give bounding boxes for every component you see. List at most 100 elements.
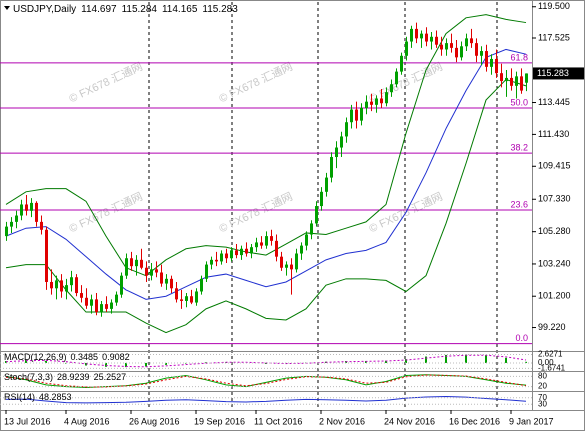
- y-tick-label: 99.220: [538, 322, 566, 332]
- candle-body: [325, 177, 328, 192]
- candle-body: [395, 71, 398, 85]
- indicator-bar: [5, 361, 7, 363]
- candle-body: [480, 51, 483, 56]
- indicator-line: [5, 374, 527, 388]
- y-tick-label: 105.280: [538, 226, 571, 236]
- candle-body: [40, 221, 43, 230]
- candle-body: [400, 55, 403, 72]
- y-tick-label: 103.240: [538, 258, 571, 268]
- candle-body: [160, 272, 163, 284]
- indicator-bar: [405, 359, 407, 363]
- candle-body: [300, 245, 303, 254]
- candle-body: [320, 191, 323, 207]
- candle-body: [130, 258, 133, 267]
- x-tick-label: 13 Jul 2016: [4, 416, 51, 426]
- candle-body: [15, 215, 18, 222]
- y-tick-label: 117.525: [538, 32, 570, 42]
- fib-label: 0.0: [515, 333, 528, 343]
- candle-body: [240, 248, 243, 256]
- candle-body: [65, 285, 68, 292]
- candle-body: [450, 43, 453, 48]
- candle-body: [430, 36, 433, 42]
- indicator-line: [5, 354, 527, 368]
- candle-body: [425, 33, 428, 42]
- candle-body: [125, 258, 128, 276]
- candle-body: [195, 291, 198, 303]
- candle-body: [140, 259, 143, 268]
- candle-body: [235, 250, 238, 256]
- fib-label: 50.0: [510, 97, 528, 107]
- x-tick-label: 26 Aug 2016: [129, 416, 180, 426]
- indicator-name: Stoch(7,3,3): [4, 372, 53, 382]
- header-icon: [4, 6, 10, 10]
- candle-body: [35, 202, 38, 222]
- candle-body: [100, 304, 103, 313]
- indicator-tick-label: -1.6741: [538, 363, 566, 372]
- indicator-value: 0.3485: [71, 352, 99, 362]
- indicator-tick-label: 0.00: [538, 358, 554, 367]
- candle-body: [275, 240, 278, 257]
- candle-body: [225, 253, 228, 259]
- candle-body: [435, 36, 438, 45]
- candle-body: [360, 107, 363, 121]
- indicator-value: 25.2527: [94, 372, 127, 382]
- candle-body: [45, 229, 48, 282]
- x-tick-label: 19 Sep 2016: [194, 416, 245, 426]
- candle-body: [515, 76, 518, 86]
- candle-body: [280, 256, 283, 268]
- indicator-bar: [385, 360, 387, 363]
- candle-body: [465, 38, 468, 47]
- candle-body: [210, 259, 213, 265]
- candle-body: [20, 204, 23, 216]
- candle-body: [335, 147, 338, 158]
- candle-body: [75, 277, 78, 294]
- current-price: 115.283: [537, 68, 569, 78]
- symbol: USDJPY,Daily: [13, 4, 76, 15]
- candle-body: [80, 293, 83, 298]
- candle-body: [155, 269, 158, 273]
- candle-body: [25, 204, 28, 211]
- candle-body: [345, 122, 348, 137]
- indicator-header: RSI(14) 48.2853: [4, 392, 72, 402]
- y-tick-label: 111.430: [538, 129, 569, 139]
- indicator-tick-label: 2.6271: [538, 350, 563, 359]
- candle-body: [490, 58, 493, 67]
- candle-body: [185, 296, 188, 301]
- candle-body: [510, 77, 513, 86]
- candle-body: [250, 247, 253, 254]
- indicator-bar: [105, 362, 107, 367]
- candle-body: [285, 264, 288, 268]
- candle-body: [440, 44, 443, 50]
- indicator-value: 0.9082: [102, 352, 130, 362]
- candle-body: [95, 299, 98, 313]
- candle-body: [30, 202, 33, 211]
- candle-body: [290, 264, 293, 270]
- y-tick-label: 107.330: [538, 194, 571, 204]
- candle-body: [60, 280, 63, 292]
- candle-body: [220, 253, 223, 262]
- candle-body: [165, 278, 168, 284]
- candle-body: [350, 109, 353, 123]
- candle-body: [150, 269, 153, 276]
- candle-body: [260, 242, 263, 246]
- candle-body: [135, 259, 138, 267]
- indicator-tick-label: 80: [538, 372, 547, 381]
- candle-body: [410, 28, 413, 42]
- candle-body: [315, 206, 318, 224]
- candle-body: [190, 296, 193, 303]
- candle-body: [405, 41, 408, 56]
- fib-label: 38.2: [510, 142, 528, 152]
- candle-body: [270, 236, 273, 241]
- indicator-bar: [365, 361, 367, 363]
- y-tick-label: 113.445: [538, 97, 570, 107]
- candle-body: [520, 76, 523, 91]
- indicator-value: 48.2853: [39, 392, 72, 402]
- candle-body: [50, 281, 53, 289]
- indicator-bar: [525, 361, 527, 363]
- candle-body: [365, 101, 368, 108]
- indicator-tick-label: 20: [538, 382, 547, 391]
- fib-label: 61.8: [510, 52, 528, 62]
- candle-body: [175, 288, 178, 300]
- candle-body: [415, 28, 418, 39]
- candle-body: [90, 299, 93, 306]
